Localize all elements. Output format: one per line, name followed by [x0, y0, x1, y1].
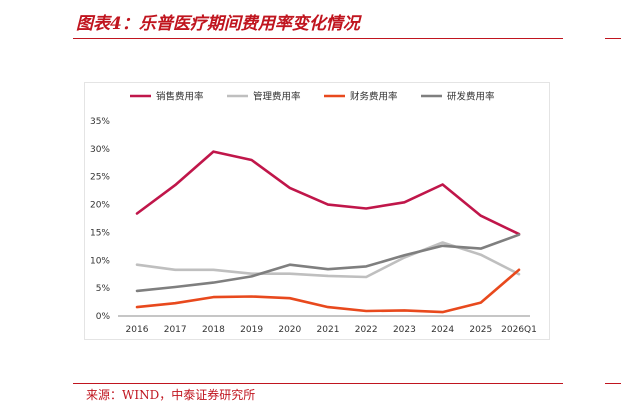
adjacent-figure-rule — [605, 38, 621, 39]
y-tick-label: 30% — [90, 145, 110, 155]
y-tick-label: 15% — [90, 228, 110, 238]
y-tick-label: 0% — [96, 312, 111, 322]
legend-label: 财务费用率 — [350, 91, 398, 103]
adjacent-figure-bottom-rule — [605, 383, 621, 384]
legend-label: 销售费用率 — [156, 91, 204, 103]
source-note: 来源：WIND，中泰证券研究所 — [86, 388, 256, 402]
x-tick-label: 2018 — [202, 325, 225, 335]
x-tick-label: 2023 — [393, 325, 416, 335]
x-tick-label: 2021 — [317, 325, 340, 335]
x-tick-label: 2017 — [164, 325, 187, 335]
x-tick-label: 2019 — [240, 325, 263, 335]
bottom-rule — [73, 383, 563, 384]
y-tick-label: 25% — [90, 173, 110, 183]
x-tick-label: 2024 — [431, 325, 454, 335]
figure-title: 图表4：乐普医疗期间费用率变化情况 — [76, 14, 360, 34]
legend-label: 管理费用率 — [253, 91, 301, 103]
chart-frame — [84, 82, 550, 340]
x-tick-label: 2022 — [355, 325, 378, 335]
y-tick-label: 20% — [90, 201, 110, 211]
y-tick-label: 35% — [90, 117, 110, 127]
top-rule — [73, 38, 563, 39]
x-tick-label: 2026Q1 — [501, 325, 537, 335]
series-line — [135, 233, 521, 293]
legend-label: 研发费用率 — [447, 91, 495, 103]
series-line — [135, 268, 521, 314]
y-tick-label: 10% — [90, 256, 110, 266]
x-tick-label: 2025 — [469, 325, 492, 335]
series-line — [135, 150, 521, 236]
y-tick-label: 5% — [96, 284, 111, 294]
x-tick-label: 2016 — [126, 325, 149, 335]
x-tick-label: 2020 — [278, 325, 301, 335]
